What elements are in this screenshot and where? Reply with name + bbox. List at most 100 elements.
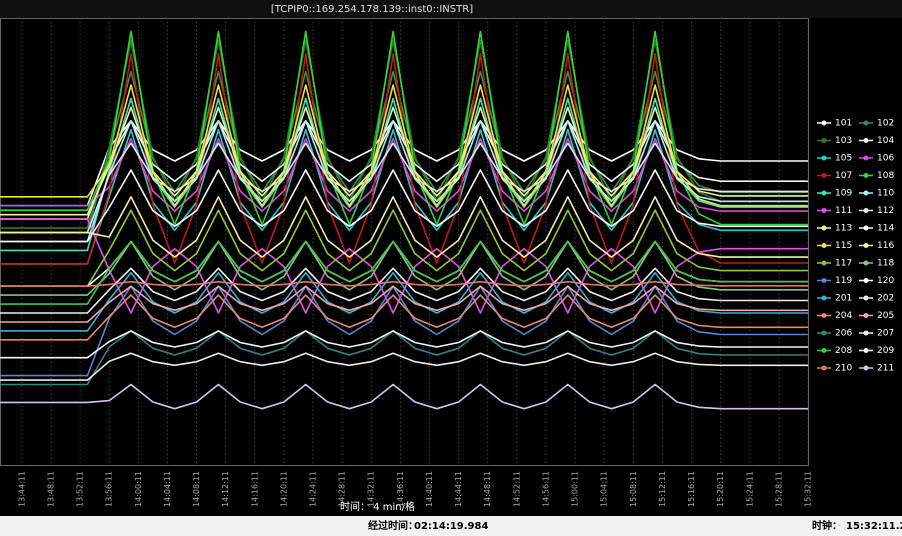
legend-label: 205 [877, 311, 894, 321]
series-line [0, 84, 808, 207]
legend-label: 204 [835, 311, 852, 321]
legend-label: 118 [877, 259, 894, 269]
legend-marker [821, 295, 827, 301]
x-tick-label: 13:52:11 [76, 471, 85, 507]
legend-marker [863, 295, 869, 301]
legend-label: 211 [877, 364, 894, 374]
legend-marker [863, 155, 869, 161]
legend-marker [821, 138, 827, 143]
legend-label: 208 [835, 346, 852, 356]
x-tick-label: 14:28:11 [338, 471, 347, 507]
series-line [0, 196, 808, 258]
series-line [0, 240, 808, 305]
legend-marker [821, 208, 827, 213]
series-line [0, 383, 808, 410]
series-line [0, 272, 808, 332]
legend-label: 116 [877, 241, 894, 251]
series-line [0, 30, 808, 226]
legend-label: 107 [835, 171, 852, 181]
legend-label: 210 [835, 364, 852, 374]
legend-label: 207 [877, 329, 894, 339]
x-tick-label: 15:16:11 [687, 471, 696, 507]
legend-marker [863, 208, 869, 213]
clock-label: 时钟： [812, 519, 842, 532]
legend-label: 105 [835, 154, 852, 164]
x-tick-label: 14:24:11 [309, 471, 318, 507]
series-line [0, 120, 808, 243]
legend-marker [821, 278, 827, 283]
legend-label: 209 [877, 346, 894, 356]
legend-label: 101 [835, 119, 852, 129]
elapsed-label: 经过时间： [368, 519, 418, 532]
legend-label: 110 [877, 189, 894, 199]
legend-marker [821, 365, 827, 371]
legend-marker [863, 278, 869, 283]
x-tick-label: 14:12:11 [221, 471, 230, 507]
legend-marker [821, 243, 827, 248]
status-bar [0, 516, 902, 536]
legend-marker [863, 120, 869, 126]
x-tick-label: 14:36:11 [396, 471, 405, 507]
legend-label: 108 [877, 171, 894, 181]
legend-marker [863, 348, 869, 353]
x-tick-label: 14:16:11 [250, 471, 259, 507]
elapsed-time: 02:14:19.984 [414, 521, 488, 532]
legend-label: 119 [835, 276, 852, 286]
legend-marker [863, 260, 869, 266]
legend-label: 104 [877, 136, 894, 146]
legend-marker [821, 120, 827, 126]
x-tick-label: 14:32:11 [367, 471, 376, 507]
x-tick-label: 14:52:11 [512, 471, 521, 507]
series-line [0, 352, 808, 381]
legend-marker [821, 190, 827, 196]
x-tick-label: 13:44:11 [17, 471, 26, 507]
legend-label: 201 [835, 294, 852, 304]
x-tick-label: 15:04:11 [600, 471, 609, 507]
legend-marker [863, 138, 869, 143]
x-tick-label: 15:20:11 [716, 471, 725, 507]
x-tick-label: 15:32:11 [804, 471, 813, 507]
legend-marker [821, 173, 827, 178]
legend-label: 114 [877, 224, 894, 234]
window-title: [TCPIP0::169.254.178.139::inst0::INSTR] [271, 4, 473, 15]
legend-label: 115 [835, 241, 852, 251]
series-line [0, 267, 808, 314]
legend-marker [863, 243, 869, 248]
x-tick-label: 14:20:11 [279, 471, 288, 507]
legend-marker [821, 348, 827, 353]
series-line [0, 285, 808, 323]
legend-label: 103 [835, 136, 852, 146]
legend-marker [863, 365, 869, 371]
series-line [0, 218, 808, 314]
legend-label: 106 [877, 154, 894, 164]
x-tick-label: 14:08:11 [192, 471, 201, 507]
legend-marker [821, 330, 827, 336]
x-tick-label: 13:48:11 [46, 471, 55, 507]
legend-marker [863, 190, 869, 196]
legend-marker [821, 155, 827, 161]
series-line [0, 209, 808, 287]
legend-label: 206 [835, 329, 852, 339]
legend-marker [821, 313, 827, 318]
x-tick-label: 14:44:11 [454, 471, 463, 507]
series-line [0, 330, 808, 359]
legend-label: 113 [835, 224, 852, 234]
legend-label: 111 [835, 206, 852, 216]
legend-label: 102 [877, 119, 894, 129]
legend-marker [863, 313, 869, 318]
x-tick-label: 15:24:11 [745, 471, 754, 507]
legend-marker [821, 260, 827, 266]
x-tick-label: 14:00:11 [134, 471, 143, 507]
legend-marker [863, 173, 869, 178]
x-tick-label: 15:00:11 [571, 471, 580, 507]
x-tick-label: 15:28:11 [774, 471, 783, 507]
legend-marker [863, 330, 869, 336]
x-tick-label: 14:48:11 [483, 471, 492, 507]
x-tick-label: 15:12:11 [658, 471, 667, 507]
legend-label: 202 [877, 294, 894, 304]
legend-label: 120 [877, 276, 894, 286]
x-tick-label: 13:56:11 [105, 471, 114, 507]
series-line [0, 142, 808, 234]
x-tick-label: 14:40:11 [425, 471, 434, 507]
